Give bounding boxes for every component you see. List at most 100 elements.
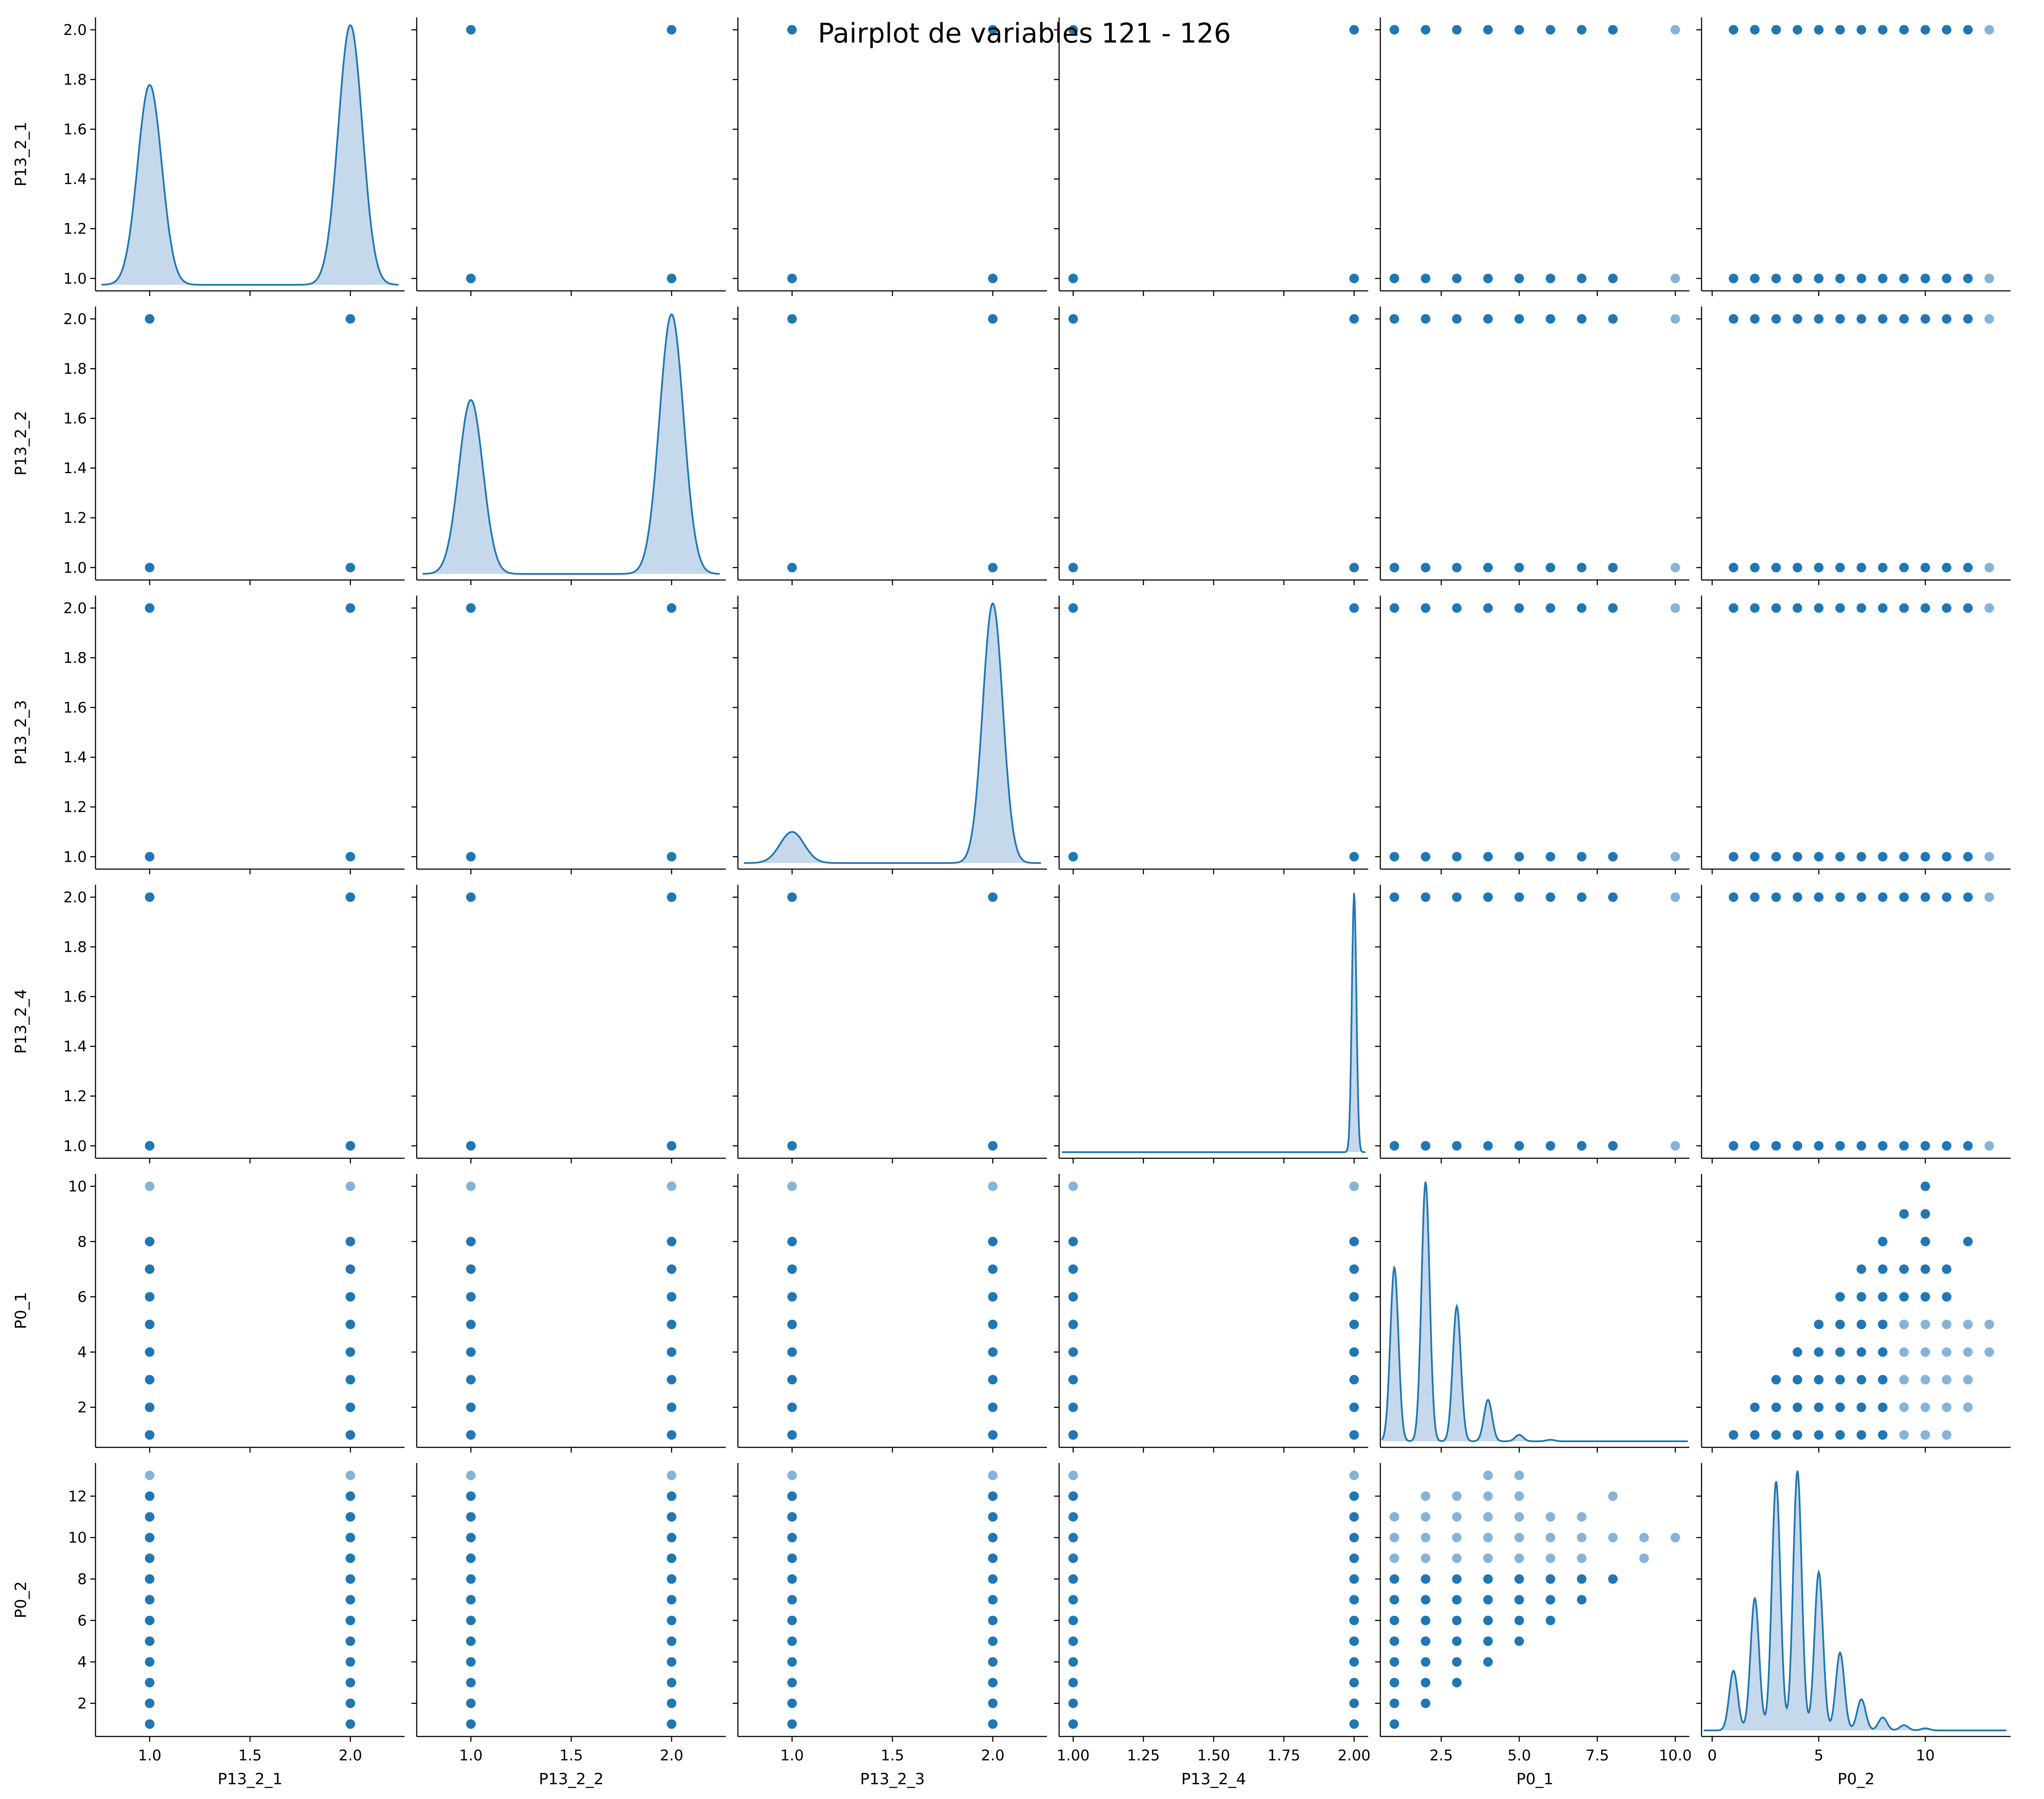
scatter-point [1771,1141,1781,1151]
scatter-point [1728,603,1738,613]
scatter-point [1856,1319,1866,1329]
scatter-point [1984,603,1994,613]
scatter-point [1608,1491,1618,1501]
scatter-point [1514,1532,1524,1542]
scatter-point [1899,852,1909,862]
scatter-point [346,892,355,902]
scatter-point [667,25,677,35]
scatter-point [988,1347,998,1357]
x-axis-label-P13_2_3: P13_2_3 [860,1770,925,1788]
scatter-point [346,1181,355,1191]
scatter-point [1920,563,1930,573]
scatter-point [1835,603,1845,613]
scatter-point [1856,1430,1866,1440]
scatter-point [145,1532,155,1542]
scatter-point [1349,1615,1359,1625]
scatter-point [1577,852,1586,862]
scatter-point [1750,1141,1760,1151]
scatter-point [466,1402,476,1412]
scatter-point [1546,314,1555,324]
scatter-point [787,1698,797,1708]
scatter-point [1920,1430,1930,1440]
scatter-point [1793,1402,1802,1412]
scatter-point [988,1292,998,1302]
scatter-point [1942,1141,1952,1151]
y-tick-label: 1.4 [63,171,87,188]
scatter-point [1068,1512,1078,1522]
scatter-point [346,1719,355,1729]
scatter-point [787,273,797,283]
scatter-point [1814,1347,1824,1357]
scatter-point [787,1657,797,1667]
y-axis-label-P13_2_3: P13_2_3 [12,700,30,764]
scatter-point [1068,1595,1078,1605]
scatter-point [1856,1402,1866,1412]
scatter-point [1920,603,1930,613]
scatter-point [787,1719,797,1729]
scatter-point [1771,1375,1781,1385]
scatter-point [1421,1532,1431,1542]
scatter-point [1750,1402,1760,1412]
y-tick-label: 1.0 [63,1137,87,1155]
scatter-point [1835,852,1845,862]
scatter-point [346,852,355,862]
scatter-point [1349,314,1359,324]
scatter-point [1483,1636,1493,1646]
scatter-point [145,1553,155,1563]
scatter-point [1608,25,1618,35]
scatter-point [1349,1532,1359,1542]
scatter-point [1856,852,1866,862]
scatter-point [1771,1402,1781,1412]
scatter-point [667,1470,677,1480]
scatter-point [1349,603,1359,613]
scatter-point [466,1347,476,1357]
x-tick-label: 1.5 [238,1747,262,1764]
scatter-point [1899,603,1909,613]
scatter-point [1349,1595,1359,1605]
x-tick-label: 2.0 [339,1747,362,1764]
scatter-point [1942,603,1952,613]
scatter-point [1920,314,1930,324]
y-tick-label: 1.6 [63,121,87,138]
scatter-point [1899,1264,1909,1274]
scatter-point [1068,1319,1078,1329]
scatter-point [145,1470,155,1480]
scatter-point [1942,25,1952,35]
y-tick-label: 1.2 [63,1088,87,1105]
scatter-point [346,1402,355,1412]
scatter-point [1670,273,1680,283]
scatter-point [1963,1319,1973,1329]
scatter-point [787,1615,797,1625]
scatter-point [145,1264,155,1274]
x-axis-label-P0_2: P0_2 [1837,1770,1875,1788]
scatter-point [346,1141,355,1151]
scatter-point [787,1574,797,1584]
scatter-point [1608,1532,1618,1542]
scatter-point [667,1347,677,1357]
scatter-point [1920,1141,1930,1151]
scatter-point [1349,1292,1359,1302]
scatter-point [988,1264,998,1274]
scatter-point [1068,1636,1078,1646]
scatter-point [1514,1615,1524,1625]
scatter-point [346,1677,355,1687]
scatter-point [1814,273,1824,283]
scatter-point [667,1636,677,1646]
scatter-point [1878,1236,1888,1246]
scatter-point [988,1375,998,1385]
scatter-point [1349,1698,1359,1708]
scatter-point [1514,1636,1524,1646]
scatter-point [1421,273,1431,283]
scatter-point [1728,314,1738,324]
x-tick-label: 1.25 [1127,1747,1160,1764]
scatter-point [1835,1292,1845,1302]
scatter-point [145,1615,155,1625]
scatter-point [1835,1141,1845,1151]
scatter-point [1068,1491,1078,1501]
scatter-point [1389,1677,1399,1687]
x-tick-label: 10.0 [1659,1747,1692,1764]
scatter-point [466,1574,476,1584]
scatter-point [145,1375,155,1385]
scatter-point [1608,1141,1618,1151]
scatter-point [1068,25,1078,35]
